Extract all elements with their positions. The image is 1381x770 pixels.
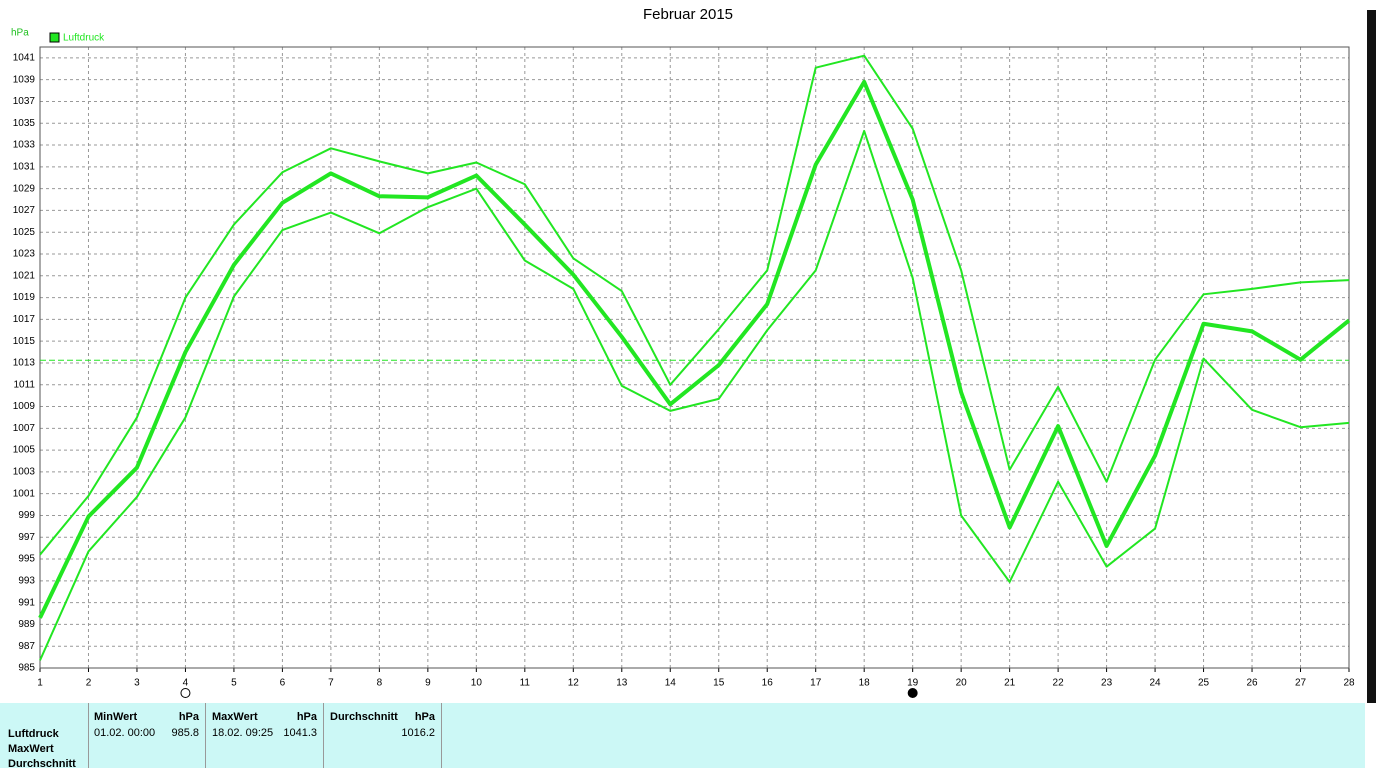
col-unit: hPa bbox=[414, 711, 435, 723]
x-tick-label: 4 bbox=[183, 678, 189, 689]
x-tick-label: 28 bbox=[1343, 678, 1355, 689]
column: MaxWert hPa 18.02. 09:25 1041.3 bbox=[205, 703, 323, 768]
chart: Februar 2015 hPa Luftdruck98598798999199… bbox=[11, 5, 1376, 703]
y-unit: hPa bbox=[11, 28, 29, 39]
y-tick-label: 1011 bbox=[13, 379, 35, 390]
y-tick-label: 1003 bbox=[13, 467, 36, 478]
summary-table: Luftdruck MaxWert Durchschnitt MinWert h… bbox=[0, 703, 1365, 770]
col-value: 1016.2 bbox=[401, 727, 435, 739]
y-tick-label: 1029 bbox=[13, 183, 36, 194]
y-tick-label: 999 bbox=[18, 510, 35, 521]
y-tick-label: 1015 bbox=[13, 336, 36, 347]
x-tick-label: 1 bbox=[37, 678, 43, 689]
x-tick-label: 26 bbox=[1246, 678, 1258, 689]
x-tick-label: 19 bbox=[907, 678, 919, 689]
col-time: 01.02. 00:00 bbox=[94, 727, 156, 739]
x-tick-label: 23 bbox=[1101, 678, 1113, 689]
y-tick-label: 1001 bbox=[13, 488, 36, 499]
x-tick-label: 3 bbox=[134, 678, 140, 689]
y-tick-label: 997 bbox=[18, 532, 35, 543]
y-tick-label: 1009 bbox=[13, 401, 36, 412]
y-tick-label: 987 bbox=[18, 641, 35, 652]
min-line bbox=[39, 129, 1350, 661]
x-tick-label: 6 bbox=[280, 678, 286, 689]
y-tick-label: 1033 bbox=[13, 140, 36, 151]
y-tick-label: 993 bbox=[18, 575, 35, 586]
scrollbar[interactable] bbox=[1367, 10, 1376, 703]
col-unit: hPa bbox=[296, 711, 317, 723]
y-tick-label: 1035 bbox=[13, 118, 36, 129]
x-tick-label: 16 bbox=[762, 678, 774, 689]
marker bbox=[180, 688, 191, 698]
y-tick-label: 1037 bbox=[13, 96, 36, 107]
y-tick-label: 1027 bbox=[13, 205, 36, 216]
x-tick-label: 25 bbox=[1198, 678, 1210, 689]
chart-title: Februar 2015 bbox=[643, 6, 733, 23]
x-tick-label: 20 bbox=[956, 678, 968, 689]
x-tick-label: 24 bbox=[1150, 678, 1162, 689]
x-tick-label: 8 bbox=[377, 678, 383, 689]
col-unit: hPa bbox=[178, 711, 199, 723]
y-tick-label: 1007 bbox=[13, 423, 36, 434]
x-tick-label: 5 bbox=[231, 678, 237, 689]
col-header: MaxWert bbox=[212, 711, 258, 723]
x-tick-label: 10 bbox=[471, 678, 483, 689]
y-tick-label: 985 bbox=[18, 663, 35, 674]
row-label: MaxWert bbox=[8, 743, 54, 755]
max-line bbox=[39, 54, 1350, 556]
legend-label: Luftdruck bbox=[63, 33, 105, 44]
row-label: Durchschnitt bbox=[8, 758, 76, 770]
x-tick-label: 27 bbox=[1295, 678, 1307, 689]
y-tick-label: 1019 bbox=[13, 292, 36, 303]
col-header: Durchschnitt bbox=[330, 711, 398, 723]
x-tick-label: 21 bbox=[1004, 678, 1016, 689]
x-tick-label: 14 bbox=[665, 678, 677, 689]
x-tick-label: 22 bbox=[1053, 678, 1065, 689]
column: Durchschnitt hPa 1016.2 bbox=[323, 703, 442, 768]
legend-swatch bbox=[49, 32, 60, 43]
col-value: 985.8 bbox=[171, 727, 199, 739]
col-time: 18.02. 09:25 bbox=[212, 727, 274, 739]
x-tick-label: 9 bbox=[425, 678, 431, 689]
y-tick-label: 1041 bbox=[13, 53, 36, 64]
y-tick-label: 1021 bbox=[13, 270, 36, 281]
mean-line bbox=[38, 79, 1351, 619]
y-tick-label: 995 bbox=[18, 554, 35, 565]
row-label: Luftdruck bbox=[8, 728, 59, 740]
y-tick-label: 1039 bbox=[13, 74, 36, 85]
column: MinWert hPa 01.02. 00:00 985.8 bbox=[88, 703, 205, 768]
x-tick-label: 17 bbox=[810, 678, 822, 689]
y-tick-label: 1025 bbox=[13, 227, 36, 238]
marker bbox=[907, 688, 918, 698]
y-tick-label: 989 bbox=[18, 619, 35, 630]
x-tick-label: 11 bbox=[520, 678, 531, 689]
col-header: MinWert bbox=[94, 711, 138, 723]
y-tick-label: 1013 bbox=[13, 358, 36, 369]
y-tick-label: 991 bbox=[18, 597, 35, 608]
y-tick-label: 1017 bbox=[13, 314, 36, 325]
x-tick-label: 12 bbox=[568, 678, 580, 689]
plot-frame bbox=[39, 46, 1350, 669]
x-tick-label: 7 bbox=[328, 678, 334, 689]
x-tick-label: 2 bbox=[86, 678, 92, 689]
y-tick-label: 1005 bbox=[13, 445, 36, 456]
x-tick-label: 18 bbox=[859, 678, 871, 689]
col-value: 1041.3 bbox=[283, 727, 317, 739]
y-tick-label: 1023 bbox=[13, 249, 36, 260]
x-tick-label: 15 bbox=[713, 678, 725, 689]
x-tick-label: 13 bbox=[616, 678, 628, 689]
y-tick-label: 1031 bbox=[13, 161, 36, 172]
